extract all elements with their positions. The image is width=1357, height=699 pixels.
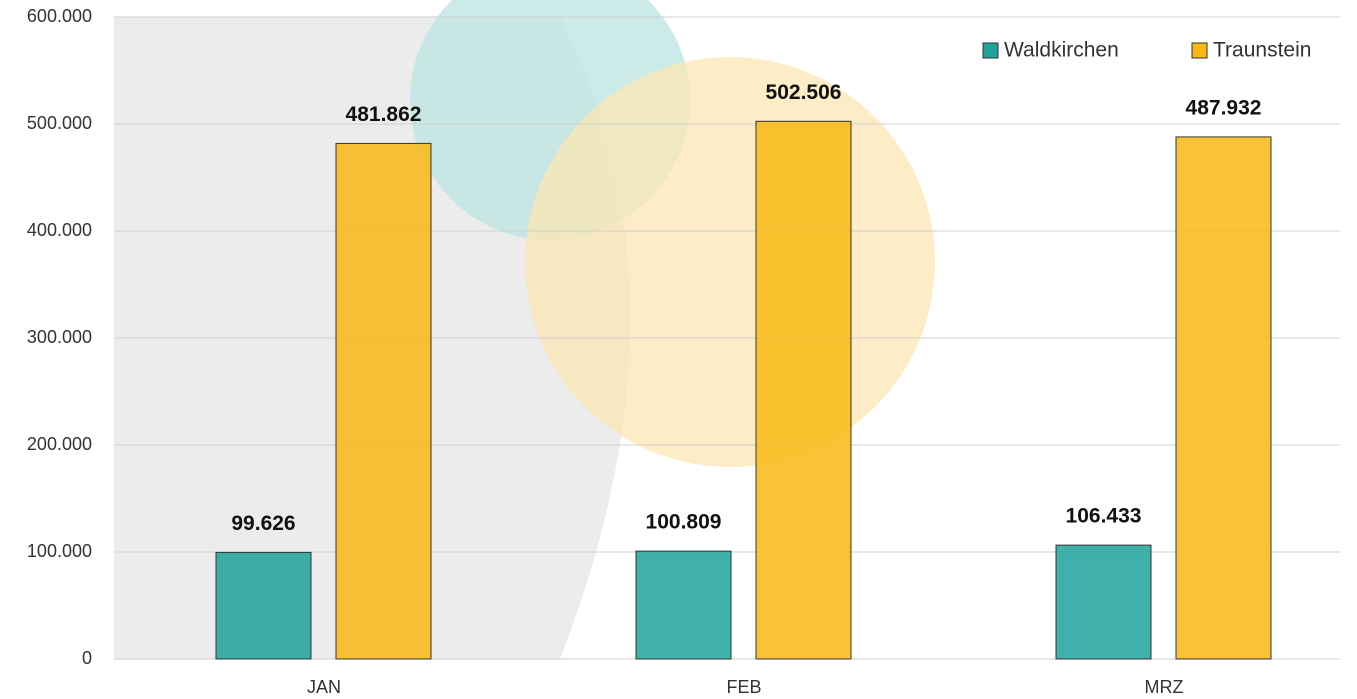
bar: [756, 121, 851, 659]
y-tick-label: 300.000: [27, 327, 92, 347]
legend-label: Traunstein: [1213, 39, 1311, 62]
y-tick-label: 100.000: [27, 541, 92, 561]
y-tick-label: 500.000: [27, 113, 92, 133]
x-tick-label: MRZ: [1145, 677, 1184, 697]
bar: [216, 552, 311, 659]
x-tick-label: FEB: [726, 677, 761, 697]
value-label: 106.433: [1066, 505, 1142, 528]
bar: [336, 143, 431, 659]
y-tick-label: 200.000: [27, 434, 92, 454]
value-label: 481.862: [346, 103, 422, 126]
bar: [1056, 545, 1151, 659]
yellow-circle: [525, 57, 935, 467]
y-tick-label: 0: [82, 648, 92, 668]
bar: [636, 551, 731, 659]
value-label: 100.809: [646, 511, 722, 534]
value-label: 99.626: [231, 512, 295, 535]
legend-label: Waldkirchen: [1004, 39, 1119, 62]
legend-swatch: [1192, 43, 1207, 58]
bar: [1176, 137, 1271, 659]
value-label: 502.506: [766, 81, 842, 104]
chart: 0 100.000 200.000 300.000 400.000 500.000 600.…: [0, 0, 1357, 699]
value-label: 487.932: [1186, 96, 1262, 119]
y-tick-label: 600.000: [27, 6, 92, 26]
y-tick-label: 400.000: [27, 220, 92, 240]
legend-swatch: [983, 43, 998, 58]
x-tick-label: JAN: [307, 677, 341, 697]
